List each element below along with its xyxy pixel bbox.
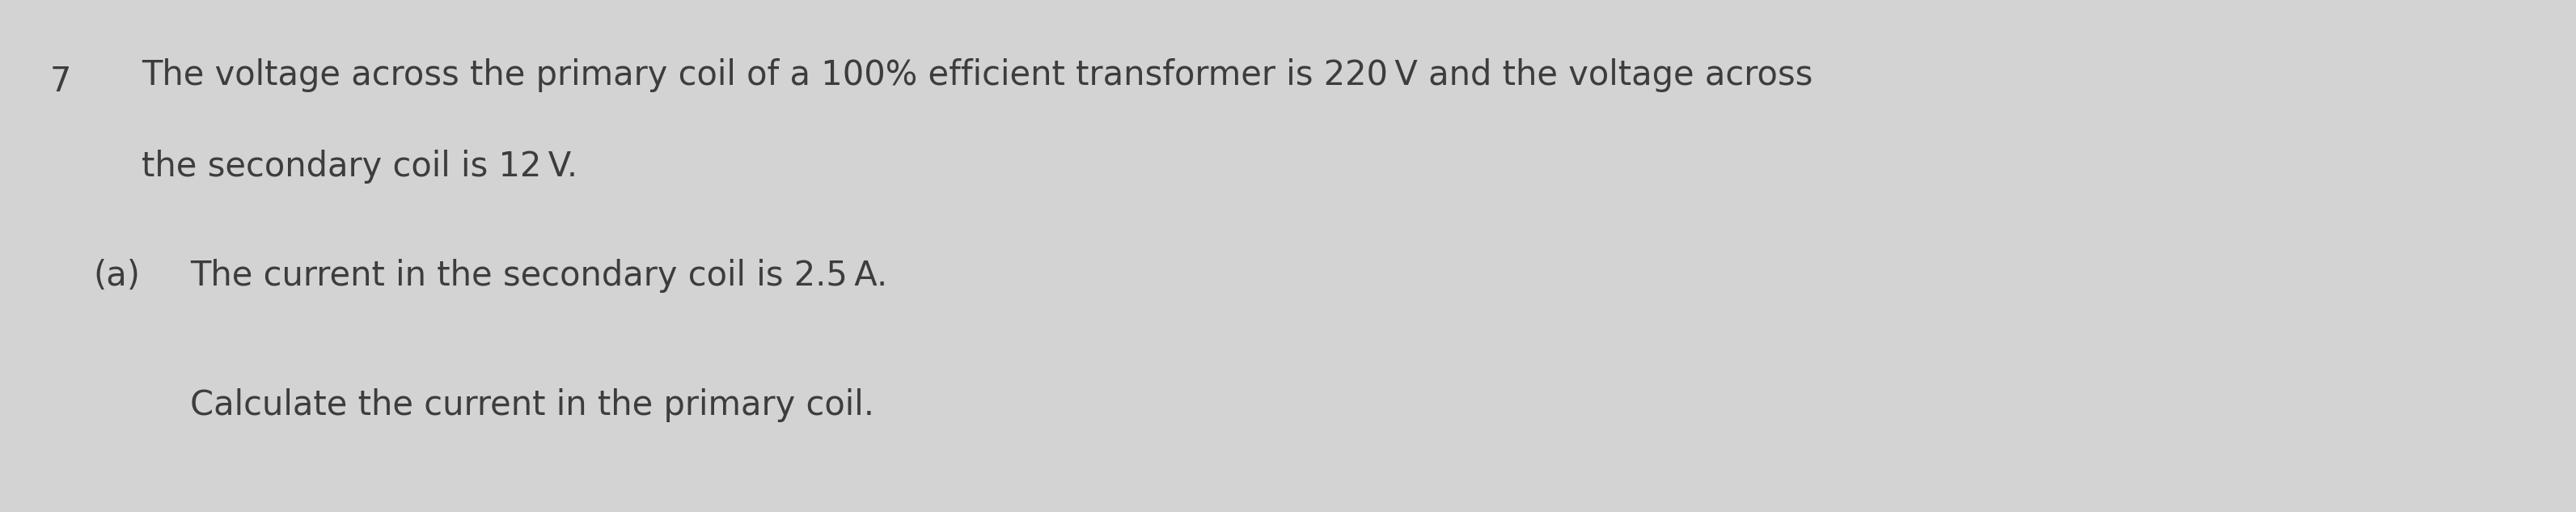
Text: (a): (a) bbox=[93, 259, 139, 293]
Text: The current in the secondary coil is 2.5 A.: The current in the secondary coil is 2.5… bbox=[191, 259, 889, 293]
Text: Calculate the current in the primary coil.: Calculate the current in the primary coi… bbox=[191, 388, 873, 422]
Text: The voltage across the primary coil of a 100% efficient transformer is 220 V and: The voltage across the primary coil of a… bbox=[142, 58, 1814, 92]
Text: 7: 7 bbox=[49, 65, 72, 99]
Text: the secondary coil is 12 V.: the secondary coil is 12 V. bbox=[142, 150, 577, 184]
